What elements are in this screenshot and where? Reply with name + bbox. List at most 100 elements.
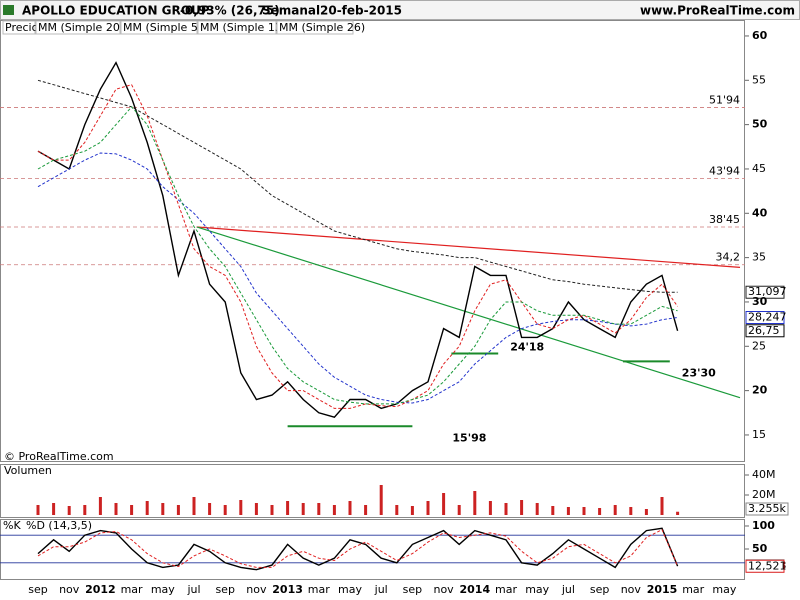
x-tick-label: may	[525, 583, 549, 596]
x-tick-label: jul	[186, 583, 200, 596]
legend-item: %D (14,3,5)	[26, 519, 92, 532]
y-tick-label: 60	[752, 29, 768, 42]
legend-item: Precio	[5, 21, 39, 34]
volume-bar	[36, 505, 40, 515]
x-tick-label: nov	[59, 583, 80, 596]
header-period: Semanal	[262, 4, 320, 18]
volume-bar	[192, 497, 196, 515]
x-tick-label: mar	[308, 583, 330, 596]
volume-bar	[613, 505, 617, 515]
volume-bar	[270, 505, 274, 515]
last-value-box	[745, 311, 785, 325]
legend-box	[2, 20, 36, 35]
x-tick-label: 2014	[459, 583, 490, 596]
level-label: 43'94	[709, 164, 740, 177]
series-line	[37, 152, 678, 404]
x-tick-label: sep	[403, 583, 422, 596]
level-label: 51'94	[709, 93, 740, 106]
y-tick-label: 20M	[752, 488, 776, 501]
volume-bar	[629, 507, 633, 515]
volume-bar	[254, 503, 258, 515]
x-tick-label: 2012	[85, 583, 116, 596]
support-label: 24'18	[510, 341, 544, 354]
volume-bar	[442, 493, 446, 515]
volume-bar	[644, 509, 648, 515]
volume-title: Volumen	[4, 464, 52, 477]
volume-panel	[0, 464, 745, 518]
y-tick-label: 50	[752, 542, 768, 555]
x-tick-label: mar	[121, 583, 143, 596]
volume-bar	[582, 507, 586, 515]
legend-item: MM (Simple 26)	[279, 21, 365, 34]
volume-bar	[332, 505, 336, 515]
volume-bar	[83, 505, 87, 515]
y-tick-label: 30	[752, 295, 768, 308]
volume-bar	[535, 503, 539, 515]
last-value-label: 12,521	[748, 559, 787, 572]
series-line	[37, 106, 678, 405]
volume-bar	[410, 506, 414, 515]
x-tick-label: sep	[215, 583, 234, 596]
volume-bar	[598, 508, 602, 515]
volume-bar	[457, 505, 461, 515]
series-line	[37, 79, 678, 293]
credit: © ProRealTime.com	[4, 450, 114, 463]
icon	[3, 5, 14, 15]
y-tick-label: 25	[752, 339, 766, 352]
header-date: 20-feb-2015	[320, 4, 402, 18]
volume-bar	[379, 485, 383, 515]
volume-bar	[98, 497, 102, 515]
volume-bar	[176, 505, 180, 515]
volume-bar	[161, 503, 165, 515]
volume-bar	[473, 491, 477, 515]
x-tick-label: nov	[246, 583, 267, 596]
x-tick-label: may	[712, 583, 736, 596]
x-tick-label: sep	[590, 583, 609, 596]
stoch-panel	[0, 519, 745, 580]
volume-bar	[286, 501, 290, 515]
x-tick-label: jul	[374, 583, 388, 596]
volume-bar	[676, 511, 680, 515]
volume-bar	[67, 506, 71, 515]
y-tick-label: 15	[752, 428, 766, 441]
series-line	[37, 527, 679, 571]
last-value-box	[745, 324, 785, 338]
x-tick-label: jul	[561, 583, 575, 596]
y-tick-label: 55	[752, 73, 766, 86]
volume-bar	[488, 501, 492, 515]
volume-bar	[145, 501, 149, 515]
last-value-label: 31,097	[748, 285, 787, 298]
volume-bar	[551, 506, 555, 515]
legend-box	[197, 20, 277, 35]
series-line	[37, 84, 679, 409]
x-tick-label: may	[151, 583, 175, 596]
legend-box	[276, 20, 354, 35]
y-tick-label: 20	[752, 384, 768, 397]
x-tick-label: 2015	[647, 583, 678, 596]
header-title: APOLLO EDUCATION GROUP	[22, 4, 210, 18]
last-value-label: 26,75	[748, 324, 780, 337]
trendline	[197, 226, 741, 268]
volume-bar	[348, 501, 352, 515]
volume-bar	[301, 503, 305, 515]
legend-box	[35, 20, 121, 35]
x-tick-label: 2013	[272, 583, 303, 596]
volume-bar	[208, 503, 212, 515]
y-tick-label: 40M	[752, 468, 776, 481]
last-value-box	[745, 502, 789, 516]
last-value-box	[745, 559, 785, 573]
y-tick-label: 50	[752, 118, 768, 131]
legend-item: MM (Simple 200)	[38, 21, 131, 34]
x-tick-label: nov	[433, 583, 454, 596]
volume-bar	[520, 500, 524, 515]
series-line	[37, 61, 679, 418]
volume-bar	[364, 505, 368, 515]
y-tick-label: 45	[752, 162, 766, 175]
volume-bar	[426, 501, 430, 515]
level-label: 38'45	[709, 213, 740, 226]
x-tick-label: nov	[621, 583, 642, 596]
volume-bar	[566, 507, 570, 515]
series-line	[37, 529, 679, 568]
